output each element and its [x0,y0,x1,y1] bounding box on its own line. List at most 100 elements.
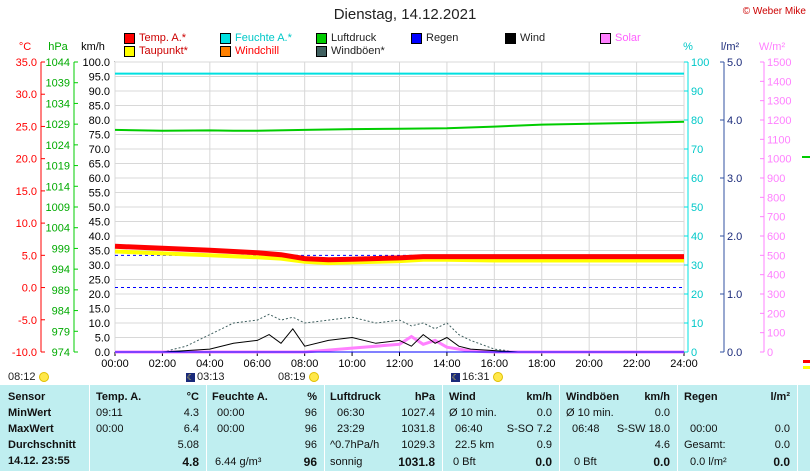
temp-tick-label: -5.0 [18,315,37,327]
humidity-avg: 96 [304,439,317,451]
moon-time-2: 16:31 [462,371,490,383]
wind-tick-label: 85.0 [89,101,110,113]
temp-tick-label: 10.0 [16,218,37,230]
temp-min: 4.3 [183,407,199,419]
legend-label: Taupunkt* [139,45,188,57]
row-label-current: 14.12. 23:55 [8,455,70,467]
rain-tick-label: 0.0 [727,347,742,359]
wind-tick-label: 25.0 [89,275,110,287]
wind-current: 0.0 [535,455,552,469]
pressure-tick-label: 999 [52,243,70,255]
wind-column: Wind km/h Ø 10 min. 0.0 06:40 S-SO 7.2 2… [443,385,558,471]
moon-time-1: 03:13 [197,371,225,383]
pressure-tick-label: 1019 [46,161,70,173]
rain-column: Regen l/m² 00:00 0.0 Gesamt: 0.0 0.0 l/m… [678,385,796,471]
rain-max-time: 00:00 [690,423,718,435]
x-tick-label: 06:00 [243,358,271,370]
pressure-tick-label: 974 [52,347,70,359]
rain-unit: l/m² [770,391,790,403]
wind-tick-label: 30.0 [89,260,110,272]
legend-swatch [505,32,516,44]
legend-label: Temp. A.* [139,32,187,44]
temp-max: 6.4 [183,423,199,435]
humidity-min: 96 [304,407,317,419]
unit-label: l/m² [721,41,740,53]
row-labels-column: Sensor MinWert MaxWert Durchschnitt 14.1… [0,385,88,471]
wind-bft: 0 Bft [453,456,476,468]
humidity-tick-label: 80 [691,115,703,127]
row-label-avg: Durchschnitt [8,439,76,451]
legend-label: Wind [520,32,546,44]
x-tick-label: 18:00 [528,358,556,370]
temp-edge-marker [803,360,810,363]
legend-item: Wind [505,32,545,44]
wind-avg10: 0.0 [536,407,552,419]
gust-avg10-label: Ø 10 min. [566,407,614,419]
wind-tick-label: 0.0 [95,347,110,359]
legend-label: Feuchte A.* [235,32,292,44]
pressure-current: 1031.8 [398,455,435,469]
solar-tick-label: 1300 [767,96,791,108]
rain-current: 0.0 [773,455,790,469]
unit-label: km/h [81,41,105,53]
copyright: © Weber Mike [742,6,806,17]
wind-tick-label: 60.0 [89,173,110,185]
wind-tick-label: 35.0 [89,246,110,258]
pressure-min-time: 06:30 [337,407,365,419]
pressure-tick-label: 1044 [46,57,70,69]
temp-tick-label: 30.0 [16,89,37,101]
solar-tick-label: 1500 [767,57,791,69]
solar-tick-label: 400 [767,270,785,282]
wind-tick-label: 50.0 [89,202,110,214]
pressure-tick-label: 984 [52,306,70,318]
wind-avg: 0.9 [536,439,552,451]
wind-distance: 22.5 km [455,439,495,451]
sun-icon [38,372,49,383]
page-title: Dienstag, 14.12.2021 [333,6,477,23]
solar-tick-label: 1000 [767,154,791,166]
temp-tick-label: -10.0 [12,347,37,359]
legend-item: Solar [600,32,641,44]
solar-tick-label: 0 [767,347,773,359]
humidity-tick-label: 90 [691,86,703,98]
solar-tick-label: 200 [767,308,785,320]
wind-header: Wind [449,391,476,403]
legend-label: Regen [426,32,459,44]
rain-total-label: Gesamt: [684,439,726,451]
x-tick-label: 10:00 [338,358,366,370]
noon-time: 08:19 [278,371,306,383]
rain-tick-label: 1.0 [727,289,742,301]
humidity-tick-label: 70 [691,144,703,156]
unit-label: °C [19,41,31,53]
legend-swatch [316,32,327,44]
legend-swatch [220,32,231,44]
legend-item: Temp. A.* [124,32,186,44]
temp-tick-label: 35.0 [16,57,37,69]
solar-tick-label: 100 [767,328,785,340]
wind-tick-label: 15.0 [89,304,110,316]
solar-tick-label: 600 [767,231,785,243]
gust-current: 0.0 [653,455,670,469]
wind-max: S-SO 7.2 [506,423,552,435]
x-tick-label: 14:00 [433,358,461,370]
solar-tick-label: 500 [767,250,785,262]
pressure-column: Luftdruck hPa 06:30 1027.4 23:29 1031.8 … [325,385,441,471]
wind-series [115,327,684,353]
pressure-max-time: 23:29 [337,423,365,435]
wind-tick-label: 90.0 [89,86,110,98]
legend-swatch [411,32,422,44]
gust-column: Windböen km/h Ø 10 min. 0.0 06:48 S-SW 1… [560,385,676,471]
pressure-tick-label: 1029 [46,119,70,131]
weather-summary-table: Sensor MinWert MaxWert Durchschnitt 14.1… [0,385,810,471]
legend-label: Windböen* [331,45,385,57]
pressure-tick-label: 994 [52,264,70,276]
legend-swatch [220,45,231,57]
pressure-min: 1027.4 [401,407,435,419]
temp-avg: 5.08 [177,439,199,451]
temp-min-time: 09:11 [96,407,123,419]
legend-item: Windböen* [316,45,385,57]
pressure-unit: hPa [414,391,435,403]
rain-tick-label: 4.0 [727,115,742,127]
row-label-sensor: Sensor [8,391,46,403]
wind-tick-label: 75.0 [89,130,110,142]
